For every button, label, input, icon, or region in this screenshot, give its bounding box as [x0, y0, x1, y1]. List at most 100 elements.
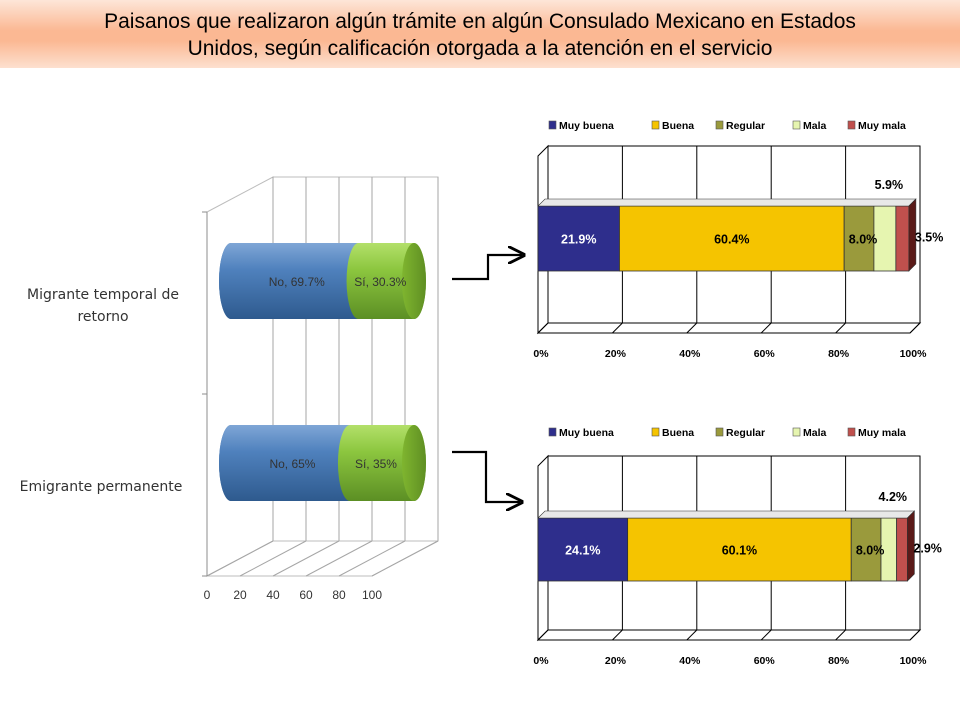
gridline-floor [835, 629, 846, 641]
legend-label: Muy buena [559, 120, 614, 132]
side-wall [206, 176, 274, 577]
cylinder-segment-no [219, 425, 362, 501]
title-line-2: Unidos, según calificación otorgada a la… [187, 37, 773, 60]
legend-swatch [792, 120, 801, 130]
x-tick-label: 0 [204, 588, 211, 602]
legend-label: Muy mala [858, 120, 906, 132]
floor [536, 629, 922, 641]
bar-side-face [908, 198, 917, 272]
data-label: 24.1% [565, 544, 600, 558]
data-label: 21.9% [561, 233, 596, 247]
x-tick-label: 100% [900, 655, 928, 667]
x-tick-label: 80 [332, 588, 346, 602]
category-label-temporal: Migrante temporal de retorno [14, 284, 192, 328]
x-tick-label: 40 [266, 588, 280, 602]
page-title: Paisanos que realizaron algún trámite en… [0, 8, 960, 62]
gridline-floor [537, 629, 549, 641]
gridline-floor [835, 322, 846, 334]
gridline-floor [305, 540, 373, 577]
bar-segment-buena [627, 517, 852, 582]
data-label: 8.0% [849, 233, 878, 247]
category-label-permanente: Emigrante permanente [8, 476, 194, 498]
gridline-floor [239, 540, 307, 577]
gridline-floor [909, 322, 921, 334]
x-tick-label: 100 [362, 588, 382, 602]
bar-top-face [537, 198, 917, 207]
arrow-connector-1 [452, 255, 522, 281]
bar-segment-muy-buena [537, 517, 629, 582]
gridline-floor [272, 540, 340, 577]
right-chart-permanente: Muy buena Buena Regular Mala Muy mala 0% 20% 40… [533, 427, 941, 667]
cylinder-cap-right [402, 243, 426, 319]
x-tick-label: 20% [605, 348, 627, 360]
data-label: Sí, 30.3% [354, 275, 406, 289]
x-tick-label: 80% [828, 348, 850, 360]
gridline-floor [686, 322, 698, 334]
x-tick-label: 40% [679, 655, 701, 667]
x-tick-label: 60 [299, 588, 313, 602]
legend-swatch [548, 427, 557, 437]
legend-swatch [847, 427, 856, 437]
legend-label: Muy buena [559, 427, 614, 439]
floor [536, 322, 922, 334]
bar-segment-regular [843, 205, 875, 272]
gridline-floor [612, 322, 623, 334]
legend-label: Regular [726, 427, 765, 439]
bar-segment-regular [850, 517, 882, 582]
legend-swatch [792, 427, 801, 437]
data-label: 3.5% [915, 231, 944, 245]
bar-segment-muy-mala [895, 205, 910, 272]
cylinder-cap-right [402, 425, 426, 501]
legend-label: Mala [803, 120, 827, 132]
bar-side-face [907, 510, 915, 582]
title-banner [0, 0, 960, 68]
legend-label: Muy mala [858, 427, 906, 439]
legend-label: Buena [662, 427, 694, 439]
data-label: 5.9% [875, 178, 904, 192]
category-label-temporal-text: Migrante temporal de retorno [27, 287, 179, 325]
data-label: 2.9% [913, 542, 942, 556]
cylinder-segment-no [219, 243, 371, 319]
gridline-floor [206, 540, 274, 577]
title-line-1: Paisanos que realizaron algún trámite en… [104, 10, 856, 33]
gridline-floor [760, 322, 772, 334]
x-tick-label: 60% [754, 348, 776, 360]
x-tick-label: 20% [605, 655, 627, 667]
x-tick-label: 0% [533, 348, 549, 360]
data-label: Sí, 35% [355, 457, 397, 471]
category-label-permanente-text: Emigrante permanente [19, 479, 183, 495]
legend-label: Regular [726, 120, 765, 132]
gridline-floor [371, 540, 439, 577]
legend-swatch [715, 120, 724, 130]
right-chart-temporal: Muy buena Buena Regular Mala Muy mala 0% 20% 40… [533, 120, 943, 360]
gridline-floor [612, 629, 623, 641]
data-label: No, 69.7% [269, 275, 325, 289]
legend-swatch [548, 120, 557, 130]
gridline-floor [338, 540, 406, 577]
data-label: 60.1% [722, 544, 757, 558]
gridline-floor [760, 629, 772, 641]
x-tick-label: 0% [533, 655, 549, 667]
bar-segment-buena [619, 205, 845, 272]
data-label: 4.2% [879, 490, 908, 504]
gridline-floor [686, 629, 698, 641]
arrow-connector-2 [452, 450, 520, 502]
bar-segment-muy-buena [537, 205, 620, 272]
legend-swatch [651, 120, 660, 130]
data-label: 60.4% [714, 233, 749, 247]
data-label: 8.0% [856, 544, 885, 558]
legend-swatch [651, 427, 660, 437]
x-tick-label: 80% [828, 655, 850, 667]
legend-label: Buena [662, 120, 694, 132]
gridline-floor [909, 629, 921, 641]
legend-swatch [715, 427, 724, 437]
data-label: No, 65% [269, 457, 315, 471]
gridline-floor [537, 322, 549, 334]
x-tick-label: 40% [679, 348, 701, 360]
x-tick-label: 100% [900, 348, 928, 360]
left-chart: 0 20 40 60 80 100 No, 69.7% Sí, 30.3% No, 65% Sí,… [202, 176, 439, 602]
x-tick-label: 60% [754, 655, 776, 667]
bar-segment-muy-mala [896, 517, 908, 582]
bar-top-face [537, 510, 916, 519]
